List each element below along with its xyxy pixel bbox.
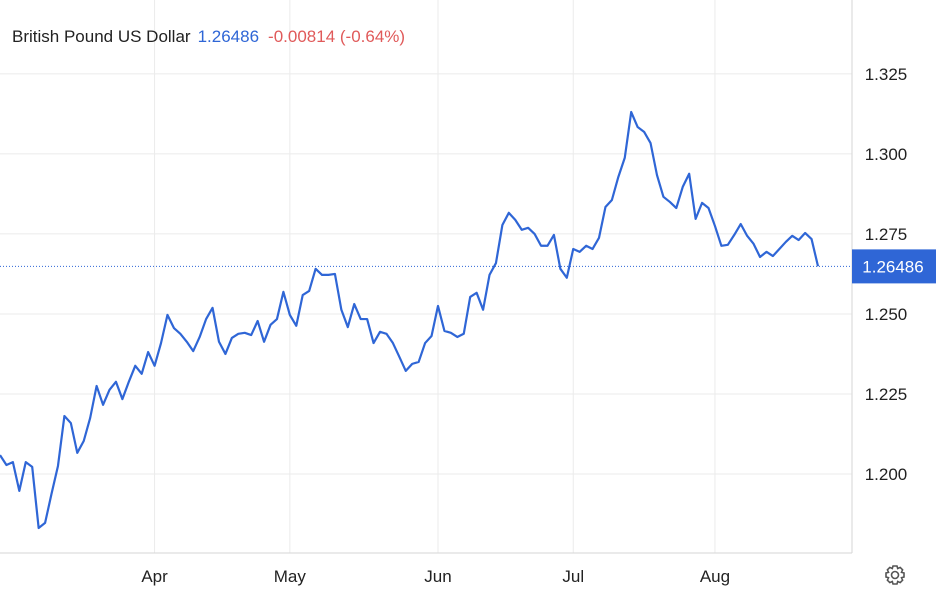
x-tick-label: Apr: [141, 567, 168, 586]
settings-icon-center: [890, 570, 900, 580]
x-tick-label: Aug: [700, 567, 730, 586]
y-tick-label: 1.225: [865, 385, 908, 404]
y-tick-label: 1.250: [865, 305, 908, 324]
plot-layer: 1.200 1.225 1.250 1.275 1.300 1.325 Apr May Jun J…: [0, 65, 936, 586]
y-tick-label: 1.200: [865, 465, 908, 484]
chart-title: British Pound US Dollar: [12, 27, 191, 46]
x-tick-label: Jul: [562, 567, 584, 586]
price-line: [0, 110, 820, 530]
price-change: -0.00814 (-0.64%): [268, 27, 405, 46]
last-price-label: 1.26486: [862, 257, 923, 276]
chart-header: British Pound US Dollar 1.26486 -0.00814 (…: [12, 27, 405, 46]
y-tick-label: 1.325: [865, 65, 908, 84]
settings-icon-gear: [885, 565, 905, 585]
settings-icon[interactable]: [885, 565, 905, 585]
last-price-box: [852, 249, 936, 284]
y-tick-label: 1.275: [865, 225, 908, 244]
y-tick-label: 1.300: [865, 145, 908, 164]
x-tick-label: May: [274, 567, 307, 586]
last-price: 1.26486: [198, 27, 259, 46]
x-tick-label: Jun: [424, 567, 451, 586]
